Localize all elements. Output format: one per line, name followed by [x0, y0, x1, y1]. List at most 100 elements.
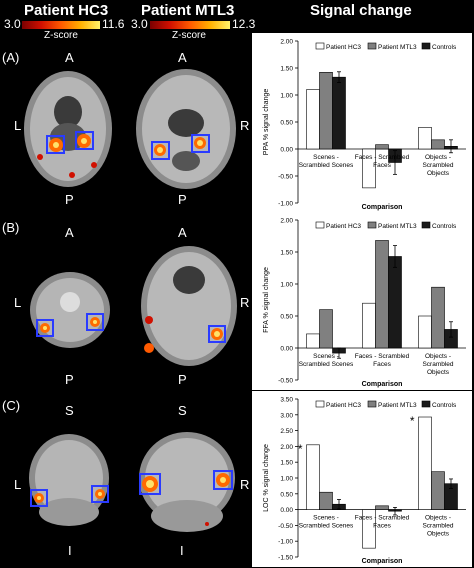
header-patient-mtl3: Patient MTL3 [141, 2, 235, 19]
bar-hc3 [306, 444, 320, 510]
orient-mtl3-c-top: S [178, 403, 187, 418]
bar-mtl3 [431, 471, 445, 510]
orient-hc3-b-left: L [14, 295, 22, 310]
y-tick-label: -1.50 [278, 555, 293, 562]
colorbar-mtl3-max: 12.3 [232, 17, 256, 31]
x-category-label: Faces - Scrambled [355, 353, 410, 360]
x-category-label: Objects - [425, 515, 451, 522]
bar-mtl3 [375, 144, 389, 150]
bar-mtl3 [375, 240, 389, 349]
x-category-label: Faces [373, 523, 391, 530]
y-tick-label: -1.00 [278, 539, 293, 546]
orient-mtl3-b-right: R [240, 295, 250, 310]
bar-mtl3 [375, 505, 389, 510]
legend-swatch-controls [421, 221, 431, 229]
y-axis-label: PPA % signal change [263, 89, 270, 156]
brain-hc3-coronal-c [29, 434, 109, 526]
orient-mtl3-c-bottom: I [180, 543, 184, 558]
y-tick-label: 1.50 [280, 66, 293, 73]
x-category-label: Scrambled Scenes [299, 361, 354, 368]
brain-mtl3-axial-b [141, 246, 237, 366]
colorbar-mtl3 [150, 21, 230, 29]
bar-hc3 [362, 148, 376, 189]
orient-hc3-c-left: L [14, 477, 22, 492]
legend-label-mtl3: Patient MTL3 [378, 402, 417, 409]
bar-mtl3 [319, 491, 333, 510]
y-tick-label: 1.00 [280, 282, 293, 289]
header-signal-change: Signal change [310, 2, 412, 19]
orient-hc3-c-bottom: I [68, 543, 72, 558]
x-category-label: Scenes - [313, 353, 339, 360]
x-category-label: Scrambled Scenes [299, 523, 354, 530]
bar-mtl3 [319, 309, 333, 349]
brain-mtl3-coronal-c [139, 432, 235, 532]
legend-label-controls: Controls [432, 402, 457, 409]
orient-hc3-c-top: S [65, 403, 74, 418]
colorbar-hc3 [22, 21, 100, 29]
orient-hc3-b-bottom: P [65, 372, 74, 387]
y-tick-label: 2.00 [280, 39, 293, 46]
significance-asterisk: * [298, 442, 303, 456]
legend-swatch-mtl3 [367, 221, 377, 229]
legend-label-controls: Controls [432, 223, 457, 230]
chart-background [252, 33, 472, 213]
bar-hc3 [306, 89, 320, 150]
legend-label-hc3: Patient HC3 [326, 402, 361, 409]
orient-mtl3-a-top: A [178, 50, 187, 65]
bar-mtl3 [319, 72, 333, 150]
y-tick-label: 0.00 [280, 346, 293, 353]
y-tick-label: 2.00 [280, 444, 293, 451]
y-tick-label: 3.00 [280, 412, 293, 419]
y-tick-label: 0.50 [280, 491, 293, 498]
orient-mtl3-a-right: R [240, 118, 250, 133]
x-category-label: Scenes - [313, 515, 339, 522]
bar-hc3 [418, 127, 432, 150]
y-tick-label: 0.00 [280, 507, 293, 514]
orient-mtl3-c-right: R [240, 477, 250, 492]
orient-hc3-b-top: A [65, 225, 74, 240]
legend-swatch-controls [421, 42, 431, 50]
legend-label-hc3: Patient HC3 [326, 223, 361, 230]
x-axis-label: Comparison [362, 558, 403, 565]
y-tick-label: 1.00 [280, 93, 293, 100]
y-tick-label: 2.00 [280, 218, 293, 225]
legend-swatch-hc3 [315, 221, 325, 229]
x-category-label: Faces [373, 361, 391, 368]
colorbar-hc3-max: 11.6 [102, 17, 125, 31]
orient-hc3-a-left: L [14, 118, 22, 133]
orient-hc3-a-top: A [65, 50, 74, 65]
chart-ffa: 2.00 1.50 1.00 0.50 0.00 -0.50 FFA % signal ch… [252, 212, 472, 390]
orient-mtl3-b-top: A [178, 225, 187, 240]
bar-hc3 [418, 416, 432, 510]
x-category-label: Scrambled [422, 361, 453, 368]
legend-swatch-mtl3 [367, 42, 377, 50]
x-category-label: Scrambled [422, 523, 453, 530]
x-category-label: Faces [373, 162, 391, 169]
colorbar-hc3-label: Z-score [44, 30, 78, 41]
colorbar-hc3-min: 3.0 [4, 17, 21, 31]
y-axis-label: LOC % signal change [263, 444, 270, 512]
brain-hc3-axial-b [30, 272, 110, 348]
bar-hc3 [362, 509, 376, 549]
y-tick-label: 1.50 [280, 250, 293, 257]
y-tick-label: 2.50 [280, 428, 293, 435]
y-tick-label: 1.50 [280, 460, 293, 467]
legend-swatch-mtl3 [367, 400, 377, 408]
x-category-label: Faces - Scrambled [355, 154, 410, 161]
orient-mtl3-b-bottom: P [178, 372, 187, 387]
legend-label-mtl3: Patient MTL3 [378, 44, 417, 51]
colorbar-mtl3-label: Z-score [172, 30, 206, 41]
orient-mtl3-a-bottom: P [178, 192, 187, 207]
brain-hc3-axial-a [24, 71, 112, 187]
x-category-label: Scrambled Scenes [299, 162, 354, 169]
x-category-label: Faces - Scrambled [355, 515, 410, 522]
bar-mtl3 [431, 286, 445, 349]
header-patient-hc3: Patient HC3 [24, 2, 109, 19]
y-tick-label: 1.00 [280, 476, 293, 483]
bar-hc3 [418, 315, 432, 349]
bar-hc3 [362, 302, 376, 349]
y-tick-label: 3.50 [280, 397, 293, 404]
y-axis-label: FFA % signal change [263, 267, 270, 333]
y-tick-label: -0.50 [278, 378, 293, 385]
x-category-label: Objects [427, 170, 450, 177]
